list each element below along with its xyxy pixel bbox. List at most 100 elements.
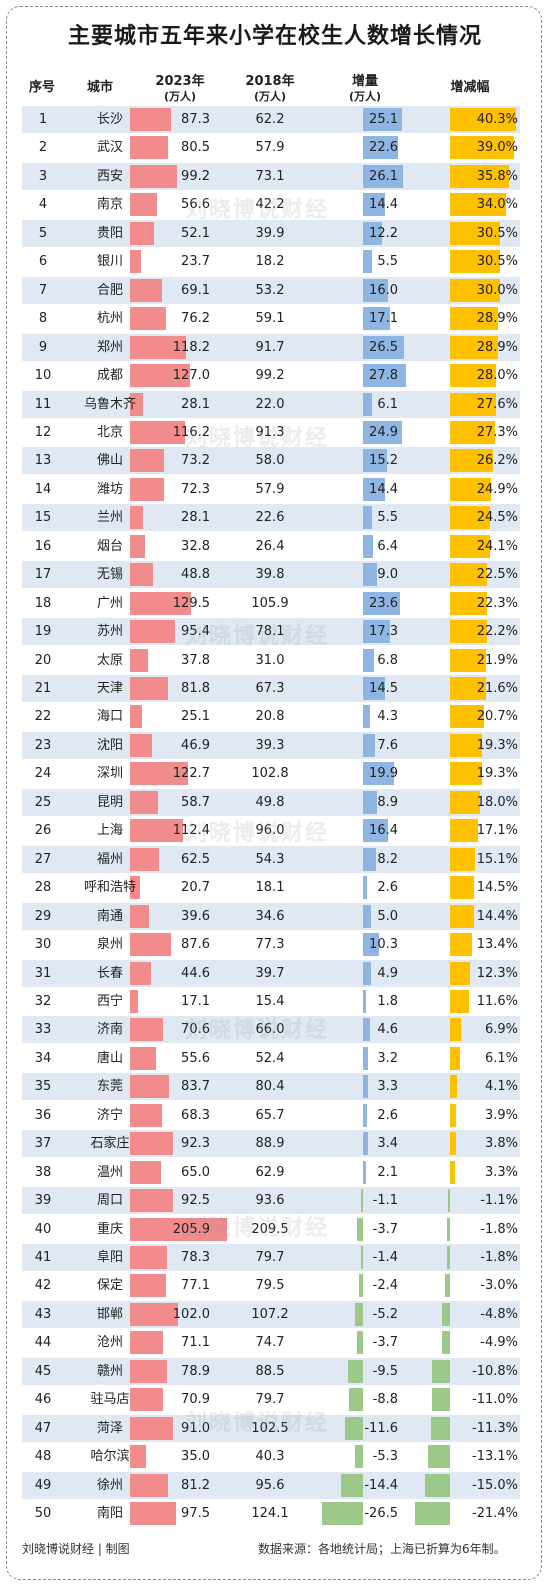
bar-rate: [450, 1046, 461, 1070]
row-value-2018: 209.5: [251, 1221, 289, 1237]
table-row: 25 昆明 58.7 49.8 8.9 18.0%: [22, 788, 520, 816]
bar-2023: [130, 1331, 164, 1355]
row-delta: 15.2: [369, 453, 398, 469]
row-city: 广州: [96, 595, 123, 611]
row-value-2023: 129.5: [172, 595, 210, 611]
row-rate: 3.8%: [484, 1136, 518, 1152]
row-rate: 27.6%: [476, 396, 518, 412]
row-city: 烟台: [96, 538, 123, 554]
row-index: 39: [34, 1193, 52, 1209]
row-value-2018: 57.9: [255, 481, 285, 497]
bar-2023: [130, 221, 155, 245]
table-row: 50 南阳 97.5 124.1 -26.5 -21.4%: [22, 1500, 520, 1527]
row-value-2023: 25.1: [181, 709, 210, 725]
row-rate: 6.1%: [484, 1050, 518, 1066]
row-rate: -1.1%: [480, 1193, 518, 1209]
row-value-2023: 122.7: [172, 766, 210, 782]
bar-2023: [130, 364, 190, 388]
row-index: 33: [34, 1022, 52, 1038]
row-value-2018: 49.8: [255, 794, 285, 810]
row-value-2018: 39.9: [255, 225, 285, 241]
row-rate: 30.5%: [476, 225, 518, 241]
row-index: 4: [38, 197, 48, 213]
row-rate: 13.4%: [476, 937, 518, 953]
row-city: 昆明: [96, 794, 123, 810]
bar-rate: [450, 847, 475, 871]
bar-2023: [130, 1075, 170, 1099]
row-city: 成都: [96, 368, 123, 384]
bar-rate: [450, 989, 470, 1013]
bar-delta: [363, 1132, 369, 1156]
table-row: 15 兰州 28.1 22.6 5.5 24.5%: [22, 504, 520, 532]
row-value-2018: 102.8: [251, 766, 289, 782]
row-city: 温州: [96, 1164, 123, 1180]
bar-delta: [363, 307, 390, 331]
bar-2023: [130, 449, 165, 473]
row-value-2018: 88.5: [255, 1363, 285, 1379]
table-row: 36 济宁 68.3 65.7 2.6 3.9%: [22, 1102, 520, 1129]
header-2018-unit: (万人): [253, 90, 287, 103]
row-city: 赣州: [96, 1363, 123, 1379]
row-rate: -4.8%: [480, 1306, 518, 1322]
row-value-2023: 23.7: [181, 254, 210, 270]
row-delta: 2.6: [377, 1107, 398, 1123]
row-rate: -11.3%: [472, 1420, 518, 1436]
bar-delta: [357, 1217, 363, 1241]
bar-rate: [450, 677, 486, 700]
row-rate: 14.5%: [476, 880, 518, 896]
row-delta: 2.6: [377, 880, 398, 896]
row-delta: -8.8: [372, 1392, 398, 1408]
row-value-2023: 77.1: [181, 1278, 210, 1294]
bar-rate: [450, 364, 497, 388]
row-value-2023: 112.4: [172, 823, 210, 839]
row-value-2023: 92.3: [181, 1136, 210, 1152]
row-value-2023: 78.3: [181, 1250, 210, 1265]
header-delta: 增量 (万人): [320, 74, 410, 104]
bar-rate: [450, 477, 492, 501]
table-row: 48 哈尔滨 35.0 40.3 -5.3 -13.1%: [22, 1443, 520, 1470]
bar-delta: [363, 1103, 368, 1127]
footer-credit: 刘晓博说财经 | 制图: [22, 1542, 130, 1556]
bar-2023: [130, 648, 148, 672]
row-city: 苏州: [96, 624, 123, 640]
row-city: 海口: [96, 709, 123, 725]
row-value-2023: 73.2: [181, 453, 210, 469]
row-delta: 8.9: [377, 794, 398, 810]
bar-2023: [130, 250, 142, 274]
row-rate: 22.3%: [476, 595, 518, 611]
header-index: 序号: [28, 80, 55, 95]
row-city: 南京: [96, 197, 123, 213]
row-index: 9: [38, 339, 48, 355]
table-row: 23 沈阳 46.9 39.3 7.6 19.3%: [22, 731, 520, 759]
row-value-2023: 97.5: [181, 1506, 210, 1522]
bar-rate: [450, 904, 474, 928]
bar-delta: [363, 136, 399, 160]
row-delta: -26.5: [364, 1506, 398, 1522]
bar-delta: [363, 819, 389, 843]
row-rate: 24.9%: [476, 481, 518, 497]
bar-2023: [130, 563, 153, 587]
table-row: 21 天津 81.8 67.3 14.5 21.6%: [22, 675, 520, 702]
row-rate: -3.0%: [480, 1278, 518, 1294]
row-delta: 14.4: [369, 481, 398, 497]
row-index: 32: [34, 993, 52, 1009]
bar-2023: [130, 307, 166, 331]
row-value-2023: 205.9: [172, 1221, 210, 1237]
bar-2023: [130, 705, 142, 729]
row-index: 42: [34, 1278, 52, 1294]
row-rate: -13.1%: [472, 1449, 518, 1465]
row-rate: 6.9%: [484, 1022, 518, 1038]
bar-rate: [450, 108, 517, 131]
row-value-2018: 77.3: [255, 937, 285, 953]
bar-delta: [363, 847, 376, 871]
row-index: 34: [34, 1050, 52, 1066]
bar-rate: [450, 335, 498, 359]
table-row: 6 银川 23.7 18.2 5.5 30.5%: [22, 248, 520, 275]
row-delta: -1.1: [372, 1193, 398, 1209]
row-value-2023: 28.1: [181, 396, 210, 412]
row-value-2018: 22.0: [255, 396, 285, 412]
header-rate: 增减幅: [450, 80, 490, 95]
row-delta: -5.2: [372, 1306, 398, 1322]
header-2018: 2018年 (万人): [225, 74, 315, 104]
row-delta: 10.3: [369, 937, 398, 953]
